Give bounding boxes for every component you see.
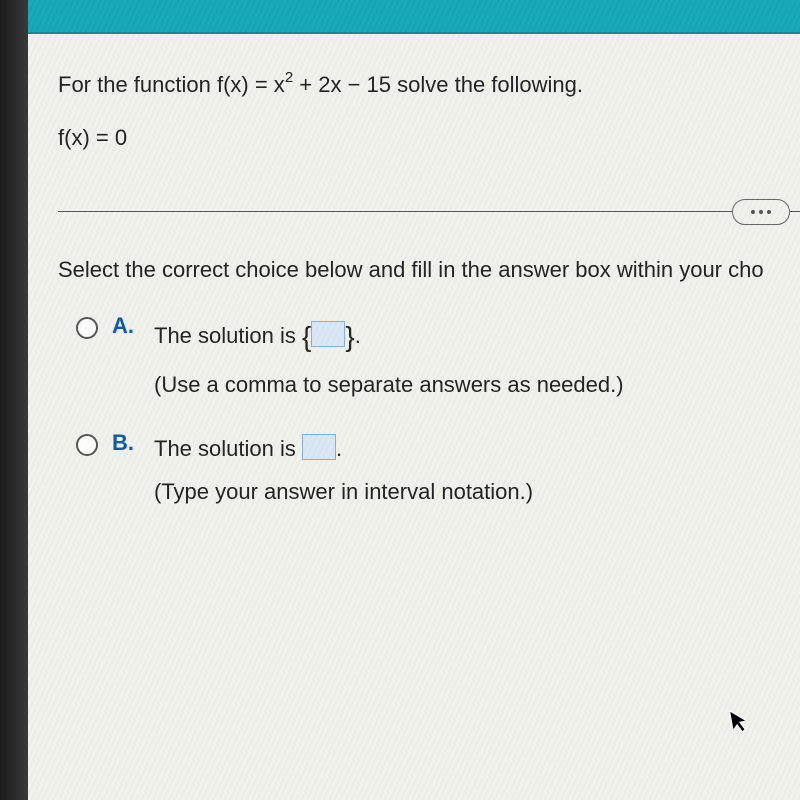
more-options-button[interactable] xyxy=(732,199,790,225)
choice-a-letter: A. xyxy=(112,313,140,339)
question-line2: f(x) = 0 xyxy=(58,119,770,156)
answer-box-a[interactable] xyxy=(311,321,345,347)
answer-box-b[interactable] xyxy=(302,434,336,460)
divider-row xyxy=(28,197,800,227)
cursor-icon xyxy=(727,705,754,741)
choice-a[interactable]: A. The solution is {}. (Use a comma to s… xyxy=(76,313,770,404)
brace-open: { xyxy=(302,321,311,352)
choice-b-text-after: . xyxy=(336,436,342,461)
content-area: For the function f(x) = x2 + 2x − 15 sol… xyxy=(28,0,800,800)
radio-a[interactable] xyxy=(76,317,98,339)
question-line1-suffix: + 2x − 15 solve the following. xyxy=(293,72,583,97)
dot-icon xyxy=(759,210,763,214)
choices-list: A. The solution is {}. (Use a comma to s… xyxy=(28,303,800,511)
dot-icon xyxy=(767,210,771,214)
question-line1-prefix: For the function f(x) = x xyxy=(58,72,285,97)
choice-a-sub: (Use a comma to separate answers as need… xyxy=(154,366,624,403)
choice-a-text-before: The solution is xyxy=(154,323,302,348)
window-edge-shadow xyxy=(0,0,28,800)
top-bar xyxy=(28,0,800,34)
radio-b[interactable] xyxy=(76,434,98,456)
choice-b-letter: B. xyxy=(112,430,140,456)
question-block: For the function f(x) = x2 + 2x − 15 sol… xyxy=(28,34,800,167)
choice-b-body: The solution is . (Type your answer in i… xyxy=(154,430,533,511)
question-line1: For the function f(x) = x2 + 2x − 15 sol… xyxy=(58,72,583,97)
divider-line xyxy=(58,211,800,212)
choice-a-text-after: . xyxy=(355,323,361,348)
choice-b[interactable]: B. The solution is . (Type your answer i… xyxy=(76,430,770,511)
brace-close: } xyxy=(345,321,354,352)
choice-b-sub: (Type your answer in interval notation.) xyxy=(154,473,533,510)
question-exponent: 2 xyxy=(285,69,293,86)
instruction-text: Select the correct choice below and fill… xyxy=(28,237,800,303)
choice-a-body: The solution is {}. (Use a comma to sepa… xyxy=(154,313,624,404)
choice-b-text-before: The solution is xyxy=(154,436,302,461)
dot-icon xyxy=(751,210,755,214)
